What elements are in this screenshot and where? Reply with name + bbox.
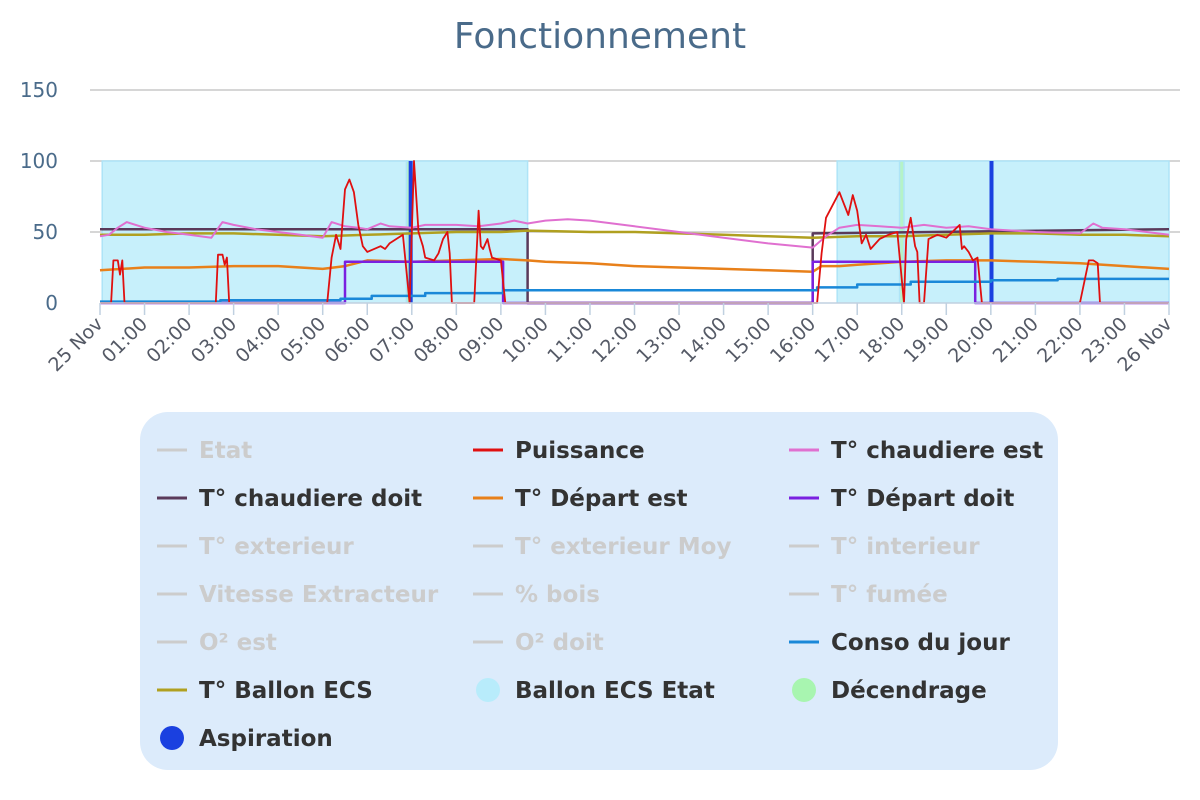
x-tick-label: 01:00 [98,313,152,367]
series-t-d-part-est [99,257,1170,274]
legend: Etat Puissance T° chaudiere est T° chaudier… [157,438,1043,752]
legend-item-t-ballon-ecs[interactable]: T° Ballon ECS [157,678,373,704]
legend-item-o-doit[interactable]: O² doit [473,630,604,656]
legend-item-t-fum-e[interactable]: T° fumée [789,582,948,608]
legend-label: Etat [199,438,252,464]
x-tick-label: 09:00 [454,313,508,367]
x-tick-label: 08:00 [410,313,464,367]
area-aspiration-0 [408,161,413,303]
legend-item-t-exterieur-moy[interactable]: T° exterieur Moy [473,534,731,560]
x-tick-label: 13:00 [632,313,686,367]
x-axis: 25 Nov01:0002:0003:0004:0005:0006:0007:0… [44,302,1177,376]
legend-item-t-chaudiere-doit[interactable]: T° chaudiere doit [157,486,422,512]
legend-item-o-est[interactable]: O² est [157,630,277,656]
x-tick-label: 18:00 [855,313,909,367]
y-tick-label: 150 [20,78,58,102]
legend-item-t-chaudiere-est[interactable]: T° chaudiere est [789,438,1043,464]
legend-item-t-d-part-doit[interactable]: T° Départ doit [789,486,1014,512]
legend-label: T° fumée [831,582,948,608]
legend-label: Vitesse Extracteur [199,582,439,608]
y-tick-label: 0 [45,291,58,315]
legend-label: O² doit [515,630,604,656]
legend-item--bois[interactable]: % bois [473,582,600,608]
x-tick-label: 15:00 [721,313,775,367]
x-tick-label: 20:00 [944,313,998,367]
legend-label: Puissance [515,438,645,464]
legend-label: T° chaudiere est [831,438,1043,464]
x-tick-label: 03:00 [187,313,241,367]
x-tick-label: 21:00 [989,313,1043,367]
legend-item-t-d-part-est[interactable]: T° Départ est [473,486,688,512]
legend-item-etat[interactable]: Etat [157,438,252,464]
x-tick-label: 05:00 [276,313,330,367]
legend-label: T° Départ doit [831,486,1014,512]
legend-symbol [160,726,184,750]
legend-symbol [792,678,816,702]
x-tick-label: 06:00 [321,313,375,367]
legend-label: Ballon ECS Etat [515,678,715,704]
legend-label: Décendrage [831,678,987,704]
legend-item-d-cendrage[interactable]: Décendrage [792,678,987,704]
legend-item-conso-du-jour[interactable]: Conso du jour [789,630,1010,656]
y-axis: 0 50 100 150 [20,78,58,315]
x-tick-label: 19:00 [900,313,954,367]
x-tick-label: 11:00 [543,313,597,367]
legend-label: T° chaudiere doit [199,486,422,512]
legend-label: % bois [515,582,600,608]
x-tick-label: 22:00 [1033,313,1087,367]
legend-item-ballon-ecs-etat[interactable]: Ballon ECS Etat [476,678,715,704]
legend-item-t-interieur[interactable]: T° interieur [789,534,980,560]
legend-label: T° exterieur Moy [515,534,731,560]
x-tick-label: 25 Nov [44,313,107,376]
x-tick-label: 04:00 [231,313,285,367]
chart-title: Fonctionnement [454,16,746,57]
legend-label: T° Ballon ECS [199,678,373,704]
legend-label: T° Départ est [515,486,688,512]
legend-item-puissance[interactable]: Puissance [473,438,645,464]
legend-label: O² est [199,630,277,656]
legend-symbol [476,678,500,702]
legend-label: Aspiration [199,726,333,752]
legend-item-vitesse-extracteur[interactable]: Vitesse Extracteur [157,582,439,608]
x-tick-label: 17:00 [810,313,864,367]
y-tick-label: 100 [20,149,58,173]
legend-item-aspiration[interactable]: Aspiration [160,726,333,752]
x-tick-label: 07:00 [365,313,419,367]
series-conso-du-jour [100,277,1169,303]
x-tick-label: 10:00 [499,313,553,367]
x-tick-label: 02:00 [142,313,196,367]
legend-box [140,412,1058,770]
y-tick-label: 50 [33,220,58,244]
legend-label: Conso du jour [831,630,1010,656]
legend-item-t-exterieur[interactable]: T° exterieur [157,534,354,560]
x-tick-label: 12:00 [588,313,642,367]
legend-label: T° exterieur [199,534,354,560]
series-puissance [100,160,1169,304]
x-tick-label: 14:00 [677,313,731,367]
x-tick-label: 16:00 [766,313,820,367]
series-t-chaudiere-est [99,218,1170,249]
legend-label: T° interieur [831,534,980,560]
series-t-ballon-ecs [100,229,1170,239]
